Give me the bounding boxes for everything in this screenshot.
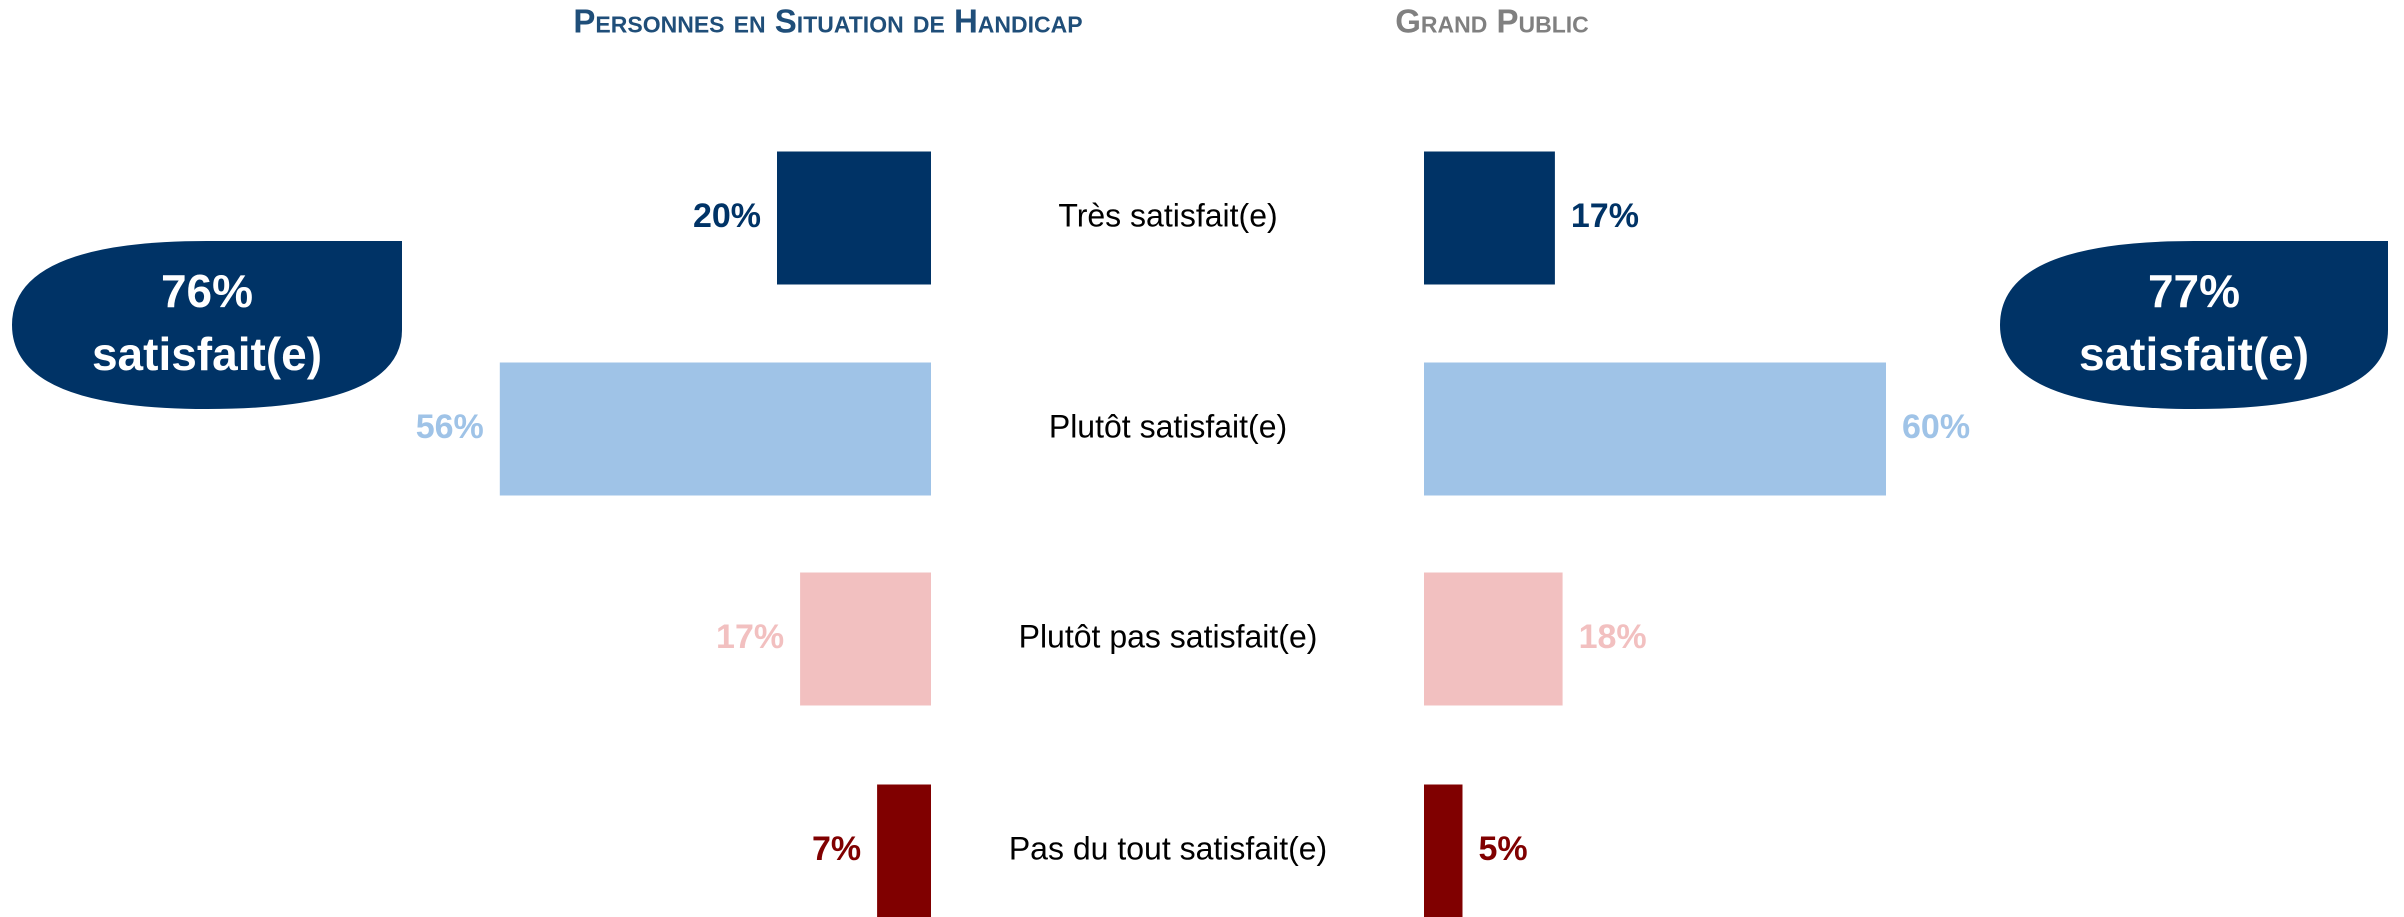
bar	[877, 784, 931, 917]
value-label: 18%	[1579, 618, 1647, 656]
category-label: Plutôt pas satisfait(e)	[1019, 618, 1318, 654]
summary-value: 76%	[161, 265, 253, 317]
value-label: 20%	[693, 197, 761, 235]
bar	[1424, 784, 1463, 917]
value-label: 5%	[1479, 830, 1528, 868]
bar	[1424, 362, 1886, 496]
bar	[800, 572, 931, 706]
value-label: 60%	[1902, 408, 1970, 446]
category-label: Plutôt satisfait(e)	[1049, 408, 1287, 444]
series-title: Personnes en Situation de Handicap	[573, 3, 1082, 40]
bar	[499, 362, 931, 496]
category-label: Très satisfait(e)	[1058, 197, 1277, 233]
summary-bubble	[2000, 241, 2388, 409]
bar	[1424, 151, 1555, 285]
bar	[1424, 572, 1563, 706]
summary-label: satisfait(e)	[92, 328, 322, 380]
value-label: 7%	[812, 830, 861, 868]
bar	[777, 151, 931, 285]
series-title: Grand Public	[1395, 3, 1589, 40]
category-label: Pas du tout satisfait(e)	[1009, 830, 1327, 866]
value-label: 56%	[416, 408, 484, 446]
value-label: 17%	[716, 618, 784, 656]
summary-value: 77%	[2148, 265, 2240, 317]
summary-bubble	[12, 241, 402, 409]
value-label: 17%	[1571, 197, 1639, 235]
summary-label: satisfait(e)	[2079, 328, 2309, 380]
